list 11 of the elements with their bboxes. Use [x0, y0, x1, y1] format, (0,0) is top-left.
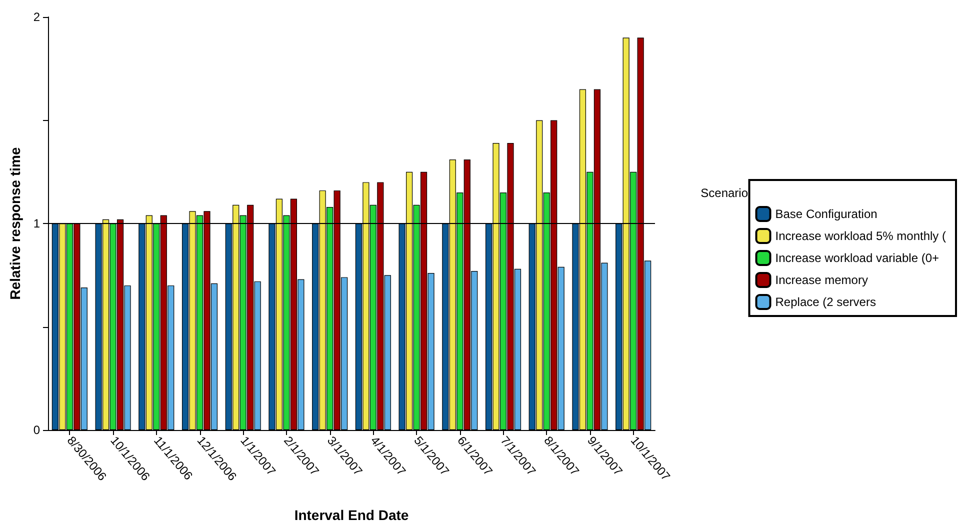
legend-label: Replace (2 servers [775, 295, 876, 309]
y-tick-label: 1 [33, 216, 40, 230]
y-tick-label: 0 [33, 423, 40, 437]
legend-label: Increase workload 5% monthly ( [775, 229, 946, 243]
legend-title: Scenario [700, 186, 748, 200]
x-axis-title: Interval End Date [294, 507, 409, 523]
legend-label: Increase memory [775, 273, 868, 287]
y-tick-label: 2 [33, 10, 40, 24]
legend-label: Base Configuration [775, 207, 878, 221]
y-axis-title: Relative response time [7, 147, 23, 300]
legend-label: Increase workload variable (0+ [775, 251, 940, 265]
